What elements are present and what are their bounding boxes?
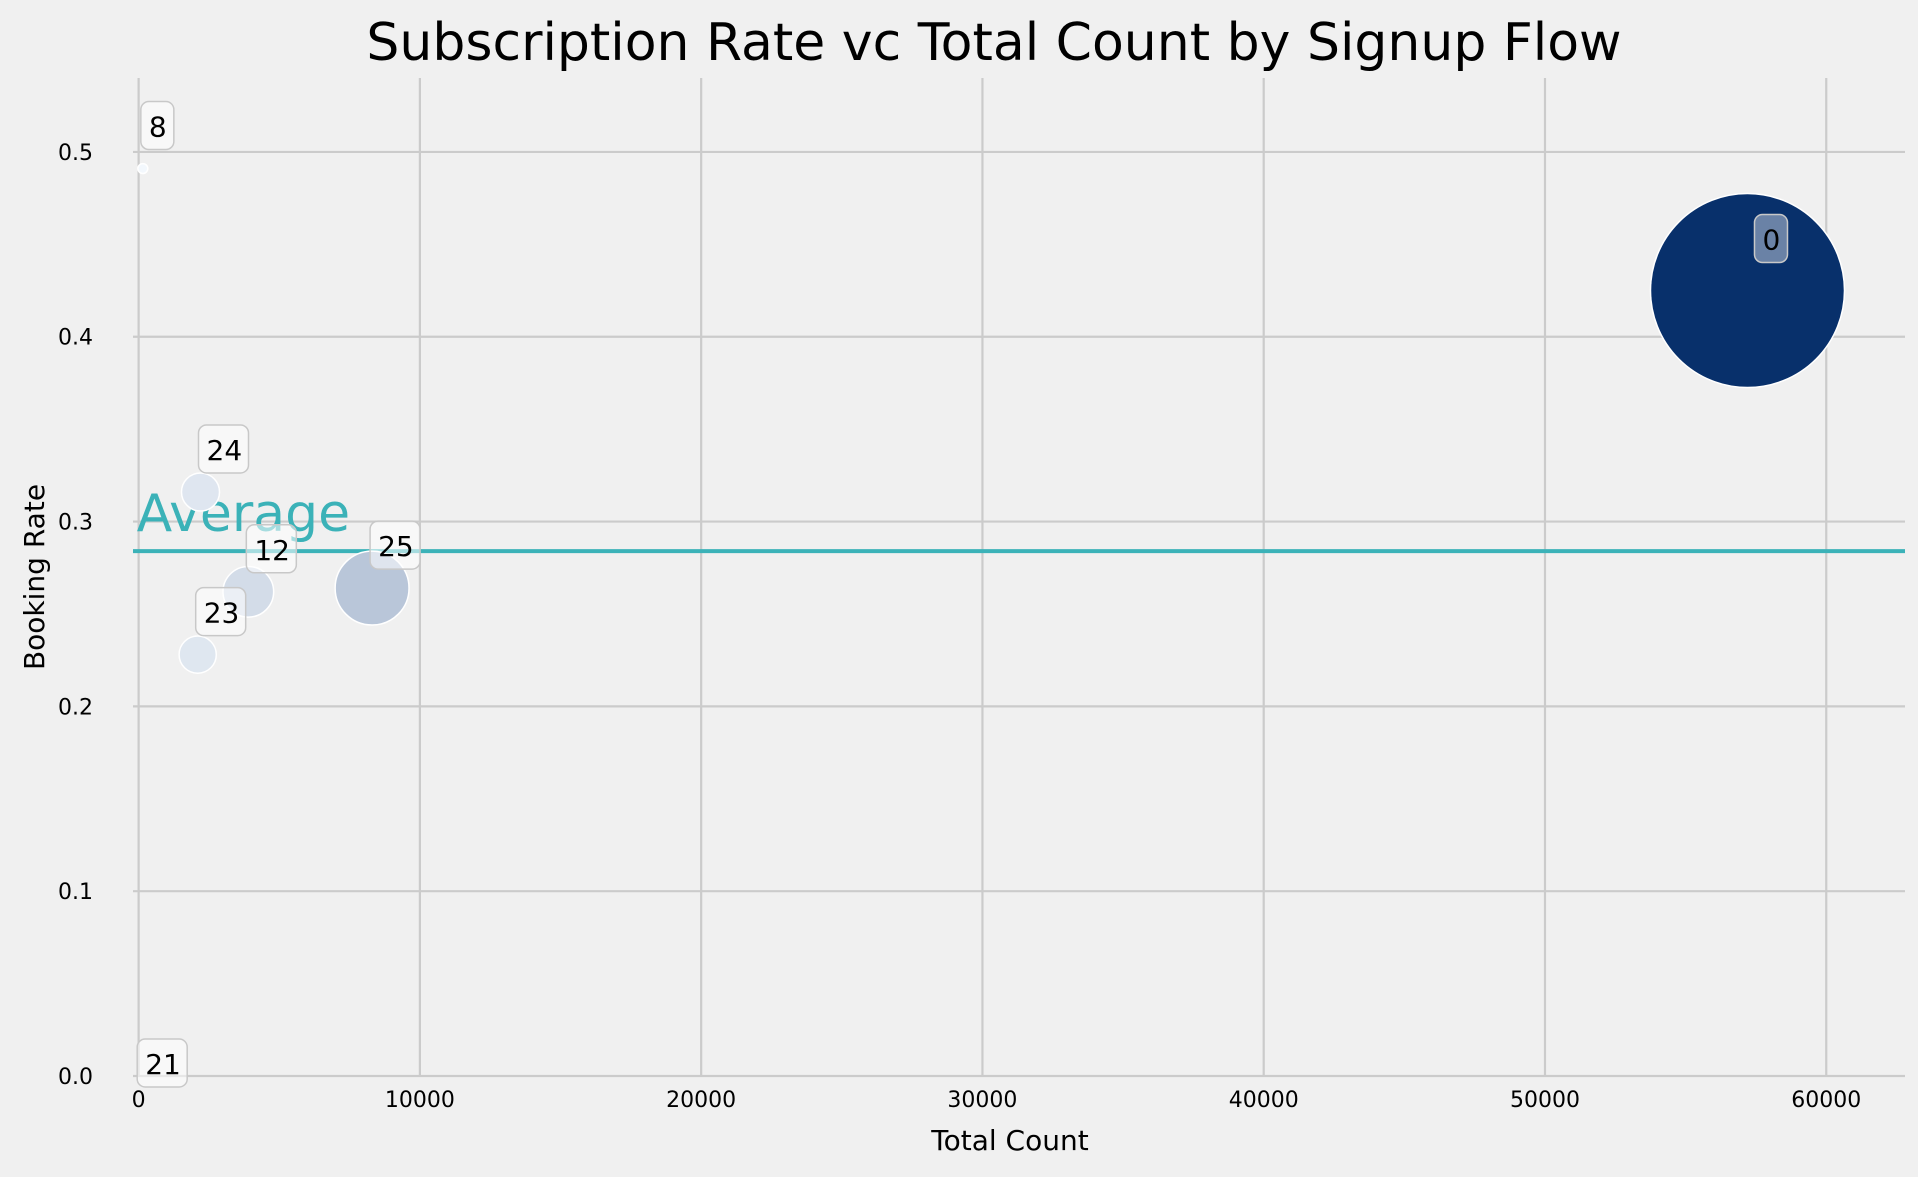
chart-title: Subscription Rate vc Total Count by Sign…	[366, 13, 1621, 73]
point-label: 21	[145, 1048, 181, 1081]
average-line-group: Average	[133, 484, 1905, 554]
x-tick-label: 40000	[1229, 1088, 1299, 1113]
data-point-24	[180, 472, 221, 512]
y-tick-label: 0.4	[58, 326, 93, 351]
point-label: 12	[254, 534, 290, 567]
y-tick-label: 0.2	[58, 695, 93, 720]
point-label-box	[194, 586, 247, 637]
data-point-8	[137, 162, 149, 175]
data-point-0	[1649, 192, 1846, 389]
point-label-box	[369, 520, 421, 570]
point-label-box	[1753, 213, 1789, 264]
x-tick-label: 50000	[1510, 1088, 1580, 1113]
x-tick-label: 10000	[385, 1088, 455, 1113]
point-label-box	[197, 424, 250, 474]
x-tick-label: 60000	[1791, 1088, 1861, 1113]
x-tick-labels: 0 10000 20000 30000 40000 50000 60000	[132, 1088, 1862, 1113]
y-tick-label: 0.3	[58, 511, 93, 536]
y-tick-label: 0.0	[58, 1065, 93, 1090]
x-tick-label: 20000	[666, 1088, 736, 1113]
point-label-box	[140, 100, 175, 151]
y-axis-label: Booking Rate	[18, 484, 51, 670]
average-label: Average	[137, 484, 351, 544]
x-axis-label: Total Count	[930, 1124, 1088, 1157]
grid	[133, 78, 1905, 1078]
point-label-box	[136, 1038, 188, 1088]
point-label: 8	[149, 111, 167, 144]
x-tick-label: 30000	[947, 1088, 1017, 1113]
y-tick-label: 0.1	[58, 880, 93, 905]
data-point-23	[178, 635, 218, 674]
point-labels: 0 8 24 12 25 23 21	[136, 100, 1789, 1088]
data-points	[137, 162, 1846, 674]
point-label: 0	[1762, 224, 1780, 257]
point-label-box	[245, 524, 298, 574]
y-tick-label: 0.5	[58, 141, 93, 166]
y-tick-labels: 0.0 0.1 0.2 0.3 0.4 0.5	[58, 141, 93, 1090]
point-label: 25	[378, 530, 414, 563]
point-label: 24	[207, 434, 243, 467]
x-tick-label: 0	[132, 1088, 146, 1113]
point-label: 23	[204, 597, 240, 630]
